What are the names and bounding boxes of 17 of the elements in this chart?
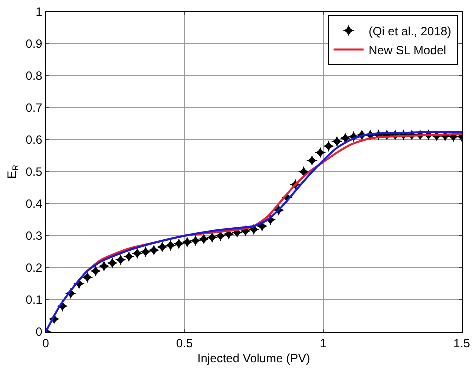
x-tick-label: 0.5 xyxy=(176,336,194,350)
y-tick-label: 0.1 xyxy=(26,293,43,308)
legend-label: New SL Model xyxy=(368,43,446,58)
x-tick-label: 1.5 xyxy=(454,336,471,350)
y-tick-label: 0.3 xyxy=(26,229,43,244)
y-tick-label: 0.8 xyxy=(26,69,43,84)
x-tick-label: 1 xyxy=(320,336,327,350)
y-tick-label: 0.9 xyxy=(26,37,43,52)
x-axis-title: Injected Volume (PV) xyxy=(198,351,310,366)
legend-label: (Qi et al., 2018) xyxy=(368,24,452,38)
y-tick-label: 0.4 xyxy=(26,197,43,212)
y-tick-label: 0 xyxy=(36,325,43,340)
y-tick-label: 1 xyxy=(36,5,43,20)
y-tick-label: 0.6 xyxy=(26,133,43,148)
y-tick-label: 0.5 xyxy=(26,165,43,180)
y-tick-label: 0.7 xyxy=(26,101,43,116)
y-tick-label: 0.2 xyxy=(26,261,43,276)
